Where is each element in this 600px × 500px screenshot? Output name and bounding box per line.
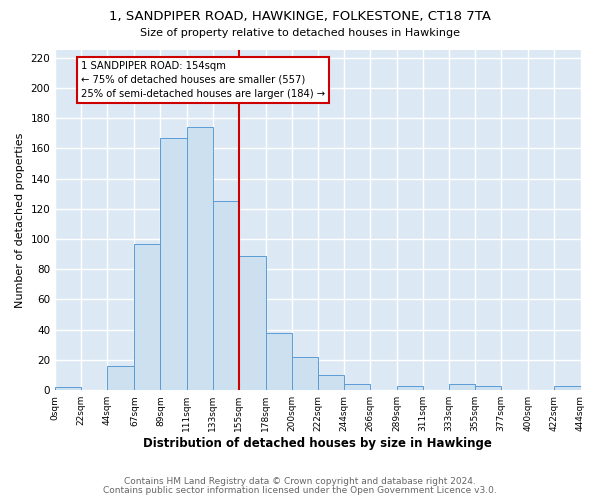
Bar xyxy=(292,357,318,390)
Bar xyxy=(397,386,423,390)
Text: Contains HM Land Registry data © Crown copyright and database right 2024.: Contains HM Land Registry data © Crown c… xyxy=(124,477,476,486)
Text: Contains public sector information licensed under the Open Government Licence v3: Contains public sector information licen… xyxy=(103,486,497,495)
X-axis label: Distribution of detached houses by size in Hawkinge: Distribution of detached houses by size … xyxy=(143,437,492,450)
Bar xyxy=(266,333,292,390)
Bar xyxy=(107,366,134,390)
Text: 1, SANDPIPER ROAD, HAWKINGE, FOLKESTONE, CT18 7TA: 1, SANDPIPER ROAD, HAWKINGE, FOLKESTONE,… xyxy=(109,10,491,23)
Bar xyxy=(475,386,501,390)
Bar xyxy=(55,387,81,390)
Text: Size of property relative to detached houses in Hawkinge: Size of property relative to detached ho… xyxy=(140,28,460,38)
Bar xyxy=(212,201,239,390)
Bar xyxy=(554,386,581,390)
Bar xyxy=(344,384,370,390)
Bar xyxy=(318,375,344,390)
Bar xyxy=(134,244,160,390)
Bar xyxy=(449,384,475,390)
Bar xyxy=(239,256,266,390)
Bar xyxy=(160,138,187,390)
Bar xyxy=(187,127,212,390)
Text: 1 SANDPIPER ROAD: 154sqm
← 75% of detached houses are smaller (557)
25% of semi-: 1 SANDPIPER ROAD: 154sqm ← 75% of detach… xyxy=(81,60,325,100)
Y-axis label: Number of detached properties: Number of detached properties xyxy=(15,132,25,308)
